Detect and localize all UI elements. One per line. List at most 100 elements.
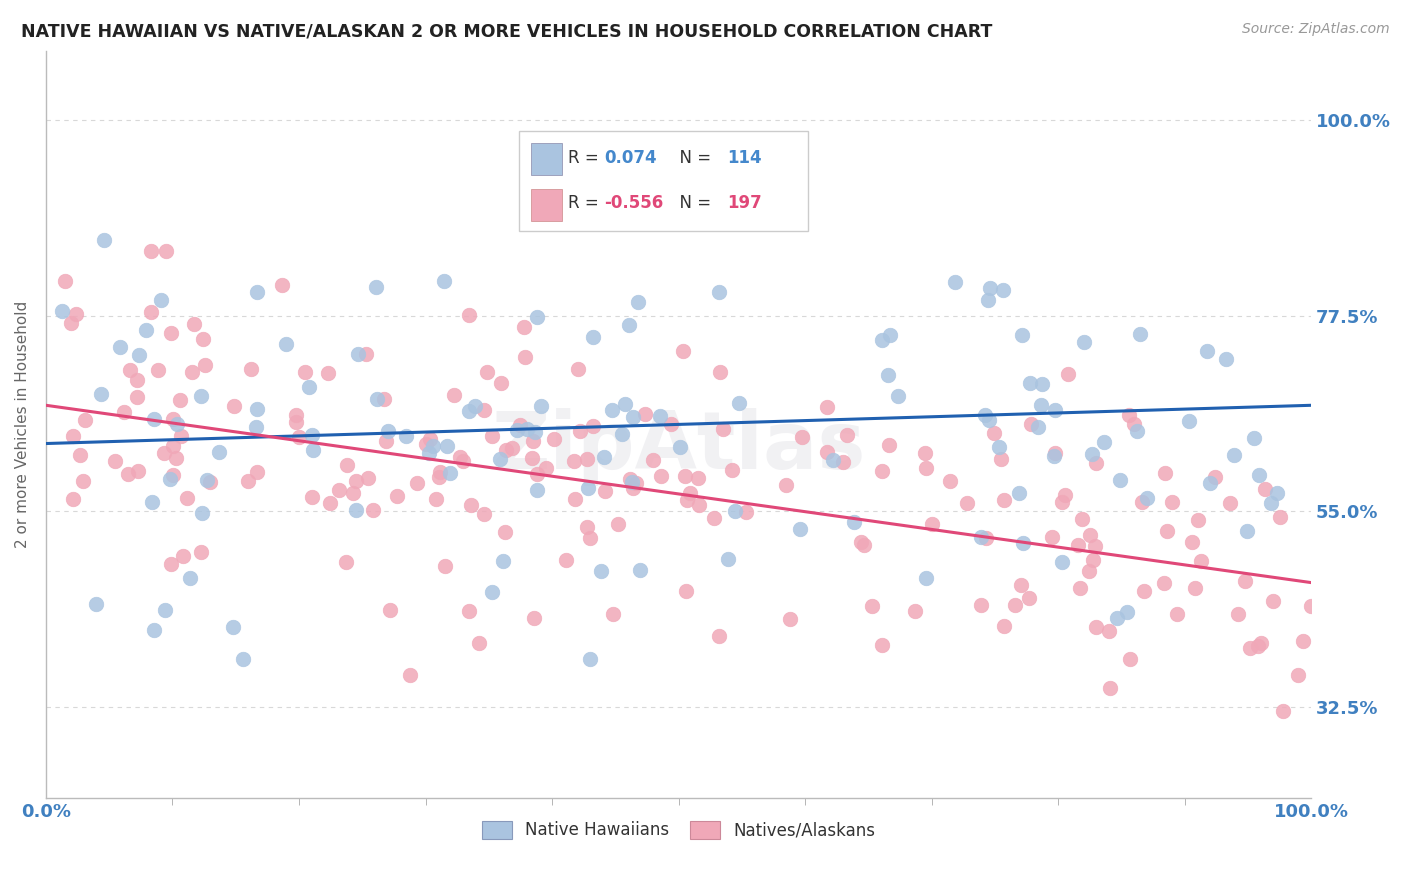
Point <box>707 629 730 643</box>
Point <box>472 402 495 417</box>
Point <box>422 439 444 453</box>
Point <box>564 491 586 506</box>
Point <box>1050 494 1073 508</box>
Point <box>141 494 163 508</box>
Point <box>316 366 339 380</box>
Point <box>288 430 311 444</box>
Point <box>427 470 450 484</box>
Point <box>301 490 323 504</box>
Point <box>974 408 997 422</box>
Point <box>643 452 665 467</box>
Point <box>686 471 709 485</box>
Point <box>1085 620 1108 634</box>
Point <box>877 368 900 383</box>
Point <box>246 402 269 417</box>
Point <box>451 454 474 468</box>
Text: 114: 114 <box>727 150 762 168</box>
Point <box>406 475 429 490</box>
Point <box>991 283 1014 297</box>
Point <box>298 380 321 394</box>
Point <box>460 499 482 513</box>
Point <box>346 474 368 488</box>
Point <box>375 434 398 449</box>
Point <box>1018 376 1040 391</box>
Text: R =: R = <box>568 150 605 168</box>
Point <box>419 432 441 446</box>
Point <box>53 274 76 288</box>
Point <box>1018 591 1040 606</box>
Point <box>1105 610 1128 624</box>
Point <box>970 530 993 544</box>
Point <box>232 652 254 666</box>
Point <box>142 412 165 426</box>
Point <box>831 454 853 468</box>
Point <box>1053 488 1076 502</box>
Text: Source: ZipAtlas.com: Source: ZipAtlas.com <box>1241 22 1389 37</box>
Point <box>562 454 585 468</box>
Point <box>520 450 543 465</box>
Point <box>526 310 548 325</box>
FancyBboxPatch shape <box>530 143 562 175</box>
Point <box>1081 447 1104 461</box>
Point <box>1130 495 1153 509</box>
Point <box>877 438 900 452</box>
Point <box>619 318 641 332</box>
Point <box>790 430 813 444</box>
Point <box>335 555 357 569</box>
Point <box>62 491 84 506</box>
Point <box>1178 414 1201 428</box>
Point <box>727 395 749 409</box>
Point <box>648 409 671 423</box>
Point <box>1198 476 1220 491</box>
Point <box>526 483 548 498</box>
Point <box>977 413 1000 427</box>
Point <box>120 363 142 377</box>
Point <box>222 399 245 413</box>
Point <box>579 531 602 545</box>
Point <box>679 486 702 500</box>
Point <box>149 293 172 307</box>
Point <box>319 496 342 510</box>
Point <box>458 403 481 417</box>
Text: NATIVE HAWAIIAN VS NATIVE/ALASKAN 2 OR MORE VEHICLES IN HOUSEHOLD CORRELATION CH: NATIVE HAWAIIAN VS NATIVE/ALASKAN 2 OR M… <box>21 22 993 40</box>
Point <box>675 584 697 599</box>
Point <box>1268 509 1291 524</box>
Point <box>415 436 437 450</box>
Point <box>703 511 725 525</box>
Point <box>650 468 672 483</box>
Point <box>1029 398 1052 412</box>
Point <box>141 305 163 319</box>
Point <box>614 397 637 411</box>
Point <box>593 484 616 499</box>
Point <box>1080 527 1102 541</box>
Point <box>155 603 177 617</box>
Point <box>117 467 139 481</box>
FancyBboxPatch shape <box>530 189 562 220</box>
Point <box>128 348 150 362</box>
Point <box>568 424 591 438</box>
Point <box>1219 495 1241 509</box>
Point <box>193 332 215 346</box>
Point <box>1243 431 1265 445</box>
Point <box>166 417 188 431</box>
Point <box>1215 352 1237 367</box>
Point <box>853 538 876 552</box>
Point <box>593 450 616 465</box>
Point <box>433 275 456 289</box>
Point <box>494 525 516 540</box>
Point <box>276 337 298 351</box>
Point <box>1271 704 1294 718</box>
Point <box>1154 466 1177 480</box>
Point <box>1010 577 1032 591</box>
Point <box>112 405 135 419</box>
Point <box>815 445 838 459</box>
Point <box>73 413 96 427</box>
Point <box>1299 599 1322 613</box>
Point <box>1156 524 1178 539</box>
Point <box>449 450 471 465</box>
Point <box>159 557 181 571</box>
Point <box>1132 584 1154 599</box>
Point <box>357 471 380 485</box>
Point <box>1166 607 1188 621</box>
Point <box>294 365 316 379</box>
